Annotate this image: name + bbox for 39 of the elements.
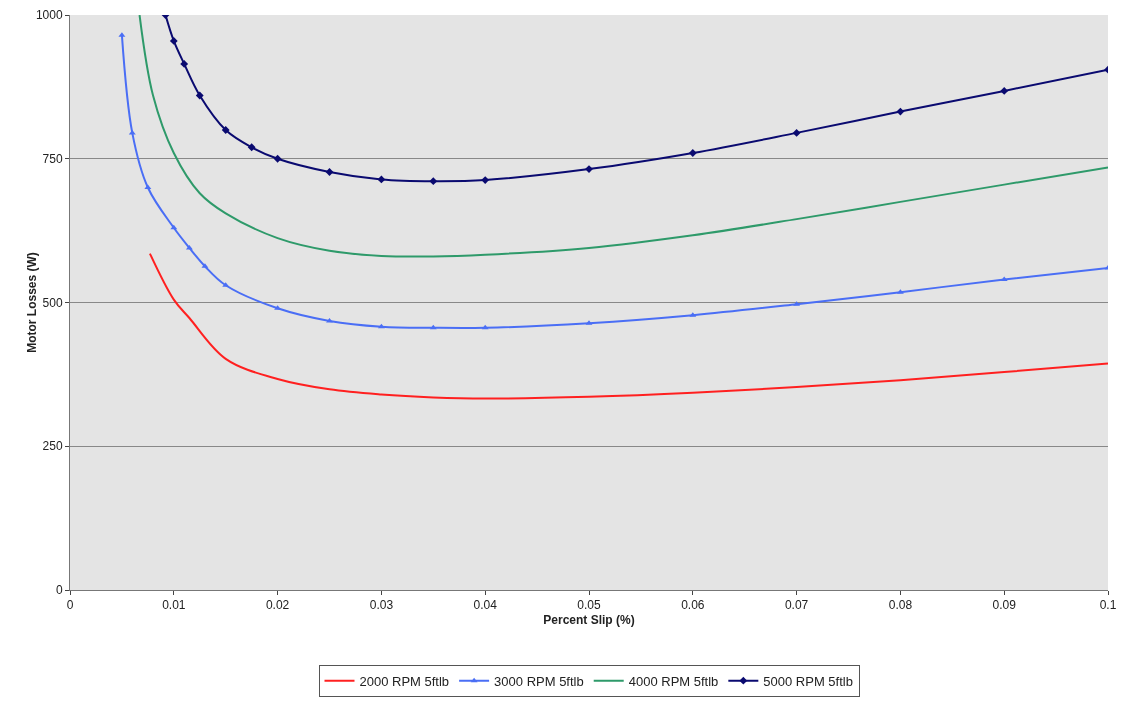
x-tick-label: 0.05	[577, 598, 601, 613]
legend-label: 3000 RPM 5ftlb	[494, 673, 584, 689]
x-tick-label: 0.03	[369, 598, 394, 613]
x-tick-label: 0.1	[1099, 598, 1117, 613]
point	[688, 149, 697, 157]
y-tick-label: 750	[42, 151, 63, 166]
point	[481, 176, 490, 184]
point	[247, 143, 256, 152]
y-tick-label: 1000	[35, 8, 63, 23]
x-tick-label: 0.09	[992, 598, 1017, 613]
point	[169, 36, 178, 45]
point	[429, 177, 438, 186]
point	[221, 126, 230, 134]
legend-label: 5000 RPM 5ftlb	[763, 673, 853, 689]
point	[1000, 87, 1009, 95]
y-tick-label: 0	[55, 583, 63, 598]
x-tick-label: 0.06	[681, 598, 705, 613]
x-tick-label: 0.01	[162, 598, 186, 613]
line-series	[148, 252, 1108, 400]
point	[377, 323, 385, 329]
line-series	[138, 15, 1108, 258]
point	[792, 128, 801, 137]
x-tick-label: 0	[66, 598, 74, 613]
point	[195, 91, 204, 100]
point	[273, 154, 282, 163]
point	[377, 175, 386, 184]
x-tick-label: 0.02	[265, 598, 290, 613]
y-axis-title: Motor Losses (W)	[25, 252, 39, 353]
point	[325, 168, 334, 176]
x-axis-title: Percent Slip (%)	[543, 613, 635, 628]
point	[896, 107, 905, 116]
y-tick-label: 500	[42, 295, 63, 310]
x-tick-label: 0.07	[784, 598, 809, 613]
legend-label: 2000 RPM 5ftlb	[359, 673, 450, 689]
x-tick-label: 0.08	[888, 598, 913, 613]
x-tick-label: 0.04	[473, 598, 498, 613]
legend-label: 4000 RPM 5ftlb	[628, 673, 719, 689]
point	[180, 59, 189, 68]
y-tick-label: 250	[42, 439, 63, 454]
